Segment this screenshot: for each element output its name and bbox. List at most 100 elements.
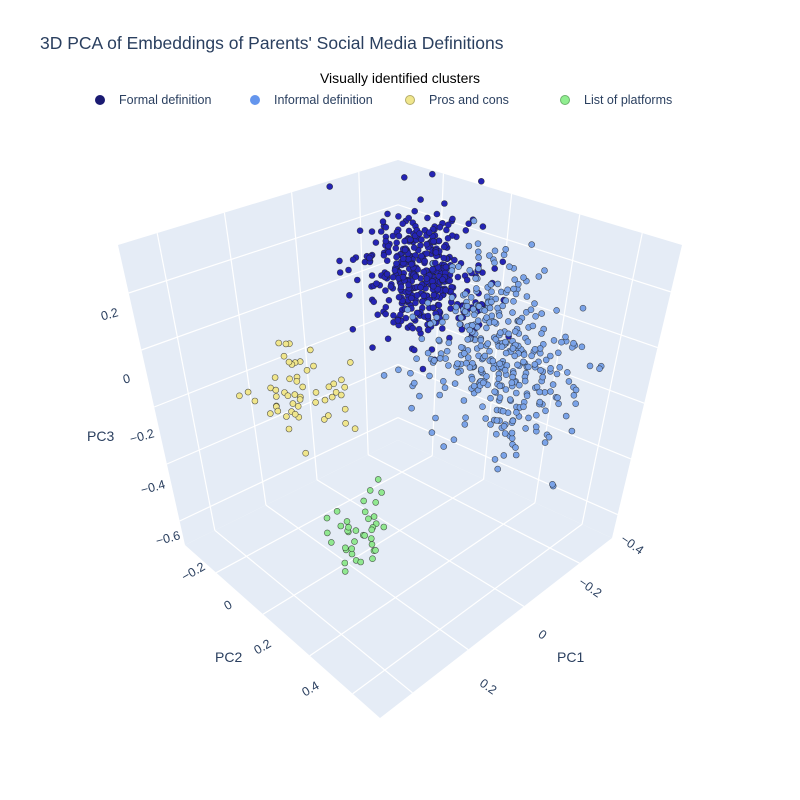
point-platforms <box>372 546 379 554</box>
point-formal <box>423 275 431 282</box>
point-formal <box>400 174 408 181</box>
point-pros-cons <box>286 375 293 383</box>
point-informal <box>464 354 472 361</box>
point-informal <box>529 322 537 330</box>
point-formal <box>405 281 412 289</box>
point-formal <box>391 267 399 274</box>
point-formal <box>406 236 414 243</box>
point-formal <box>390 312 397 319</box>
point-informal <box>499 407 507 415</box>
point-platforms <box>323 514 331 522</box>
point-formal <box>385 296 393 304</box>
point-formal <box>368 228 376 235</box>
point-pros-cons <box>294 402 302 410</box>
point-formal <box>379 218 387 225</box>
point-formal <box>430 237 437 245</box>
point-formal <box>417 284 424 291</box>
point-formal <box>438 325 446 332</box>
grid-pc3-right-4 <box>397 204 671 293</box>
point-informal <box>570 339 577 347</box>
point-informal <box>509 345 517 352</box>
point-informal <box>538 330 545 337</box>
legend-item-pros-cons[interactable]: Pros and cons <box>405 93 509 107</box>
point-formal <box>346 291 353 299</box>
point-formal <box>349 256 357 264</box>
point-informal <box>496 394 504 401</box>
grid-pc1-floor-3 <box>352 523 583 695</box>
point-formal <box>462 227 470 234</box>
point-formal <box>382 237 390 245</box>
point-informal <box>572 386 580 394</box>
point-formal <box>424 312 432 320</box>
point-formal <box>370 298 378 306</box>
point-informal <box>460 397 468 404</box>
legend-title: Visually identified clusters <box>319 70 481 86</box>
point-informal <box>541 439 549 446</box>
point-pros-cons <box>306 346 314 354</box>
point-pros-cons <box>271 374 279 381</box>
point-informal <box>554 349 562 357</box>
point-informal <box>475 303 483 310</box>
point-platforms <box>327 539 335 546</box>
point-formal <box>382 224 390 231</box>
grid-pc3-left-0 <box>179 417 399 522</box>
point-informal <box>538 310 546 317</box>
point-informal <box>498 343 506 351</box>
point-informal <box>570 391 578 399</box>
point-informal <box>556 363 564 371</box>
point-informal <box>545 433 553 441</box>
point-formal <box>432 249 440 256</box>
point-formal <box>385 248 393 256</box>
point-informal <box>502 349 510 357</box>
point-formal <box>382 287 389 294</box>
point-pros-cons <box>342 419 349 427</box>
point-pros-cons <box>266 410 274 417</box>
point-informal <box>528 241 536 248</box>
point-formal <box>419 365 427 373</box>
point-formal <box>499 258 507 266</box>
point-informal <box>512 451 520 459</box>
point-informal <box>473 285 480 292</box>
point-informal <box>424 299 432 307</box>
legend-item-informal[interactable]: Informal definition <box>250 93 373 107</box>
point-platforms <box>380 523 388 531</box>
point-formal <box>463 276 471 284</box>
point-informal <box>454 369 462 376</box>
point-formal <box>418 252 425 260</box>
legend-item-formal[interactable]: Formal definition <box>95 93 211 107</box>
point-formal <box>369 344 376 351</box>
point-informal <box>470 311 478 319</box>
point-informal <box>549 381 557 388</box>
point-formal <box>393 260 400 267</box>
point-informal <box>487 394 494 402</box>
point-informal <box>523 392 531 400</box>
point-informal <box>487 281 495 288</box>
point-formal <box>442 263 450 271</box>
point-formal <box>349 325 357 333</box>
point-informal <box>491 456 499 463</box>
point-informal <box>579 304 587 312</box>
point-pros-cons <box>280 352 288 360</box>
tick-pc1-2: 0 <box>536 627 550 642</box>
point-formal <box>384 335 392 343</box>
point-formal <box>372 239 380 246</box>
legend-item-platforms[interactable]: List of platforms <box>560 93 672 107</box>
point-formal <box>399 255 407 263</box>
point-formal <box>336 269 344 276</box>
point-informal <box>520 274 527 281</box>
legend-marker-pros-cons <box>405 95 415 105</box>
legend-label-platforms: List of platforms <box>584 93 673 107</box>
point-platforms <box>361 532 369 539</box>
point-informal <box>488 288 495 296</box>
point-formal <box>401 237 408 245</box>
point-platforms <box>341 544 349 552</box>
point-formal <box>440 254 448 262</box>
point-pros-cons <box>285 425 293 433</box>
point-informal <box>542 407 549 415</box>
point-informal <box>418 335 426 343</box>
point-formal <box>395 213 402 220</box>
point-informal <box>512 444 519 451</box>
point-informal <box>489 357 497 365</box>
point-informal <box>455 263 462 271</box>
